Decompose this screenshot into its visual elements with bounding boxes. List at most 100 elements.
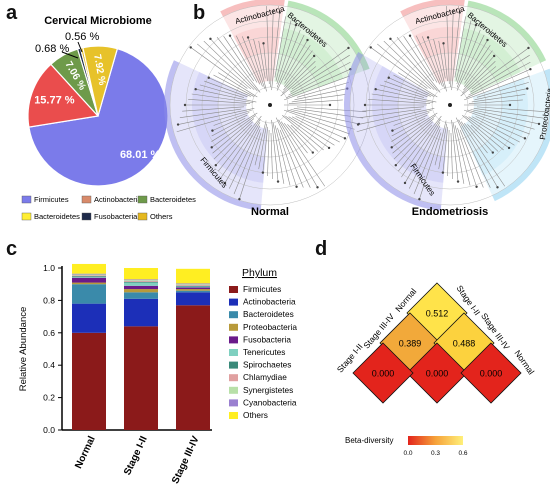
tree-node — [441, 171, 445, 174]
tree-branch — [235, 35, 261, 85]
tree-branch — [395, 124, 433, 166]
tree-branch — [470, 124, 499, 152]
tree-branch — [371, 93, 434, 103]
tree-branch — [401, 118, 441, 178]
legend-label: Firmicutes — [34, 195, 69, 204]
pie-slice-label: 7.92 % — [91, 54, 107, 87]
tree-branch — [427, 37, 446, 89]
tree-branch — [258, 123, 267, 170]
tree-node — [209, 37, 212, 41]
tree-branch — [359, 108, 422, 118]
tree-branch — [462, 61, 496, 94]
tree-branch — [450, 9, 454, 88]
tree-branch — [419, 132, 442, 200]
tree-branch — [271, 12, 281, 91]
tree-title-normal: Normal — [251, 206, 289, 218]
clade-band — [223, 5, 284, 37]
legend-label: Fusobacteria — [94, 212, 138, 221]
tree-node — [356, 123, 360, 126]
legend-label: Tenericutes — [243, 347, 285, 357]
legend-label: Cyanobacteria — [243, 397, 297, 407]
tree-node — [211, 129, 214, 132]
tree-branch — [271, 119, 279, 182]
tree-branch — [362, 106, 425, 112]
tree-root — [268, 103, 272, 107]
colorbar-tick: 0.6 — [458, 450, 467, 457]
tree-branch — [204, 80, 248, 98]
legend-swatch — [229, 298, 238, 306]
tree-branch — [391, 117, 426, 137]
tree-branch — [451, 12, 461, 91]
tree-branch — [393, 112, 430, 126]
tree-node — [529, 68, 532, 71]
tree-branch — [283, 122, 308, 154]
legend-swatch — [229, 336, 238, 344]
tree-branch — [280, 121, 326, 187]
tree-node — [523, 137, 527, 140]
tree-branch — [464, 45, 491, 84]
tree-branch — [270, 132, 273, 179]
legend-swatch — [229, 412, 238, 419]
tree-node — [311, 151, 315, 154]
tree-branch — [199, 84, 245, 98]
tree-node — [214, 163, 218, 167]
tree-branch — [463, 109, 530, 135]
tree-branch — [242, 36, 263, 87]
tree-branch — [224, 122, 261, 184]
pie-legend: Firmicutes Actinobacteria Bacteroidetes Bac… — [21, 195, 196, 221]
y-tick-label: 1.0 — [43, 263, 55, 273]
pie-chart: 68.01 %15.77 %7.06 % 7.92 %0.68 %0.56 % — [27, 31, 169, 187]
tree-branch — [467, 124, 494, 153]
tree-node — [491, 151, 495, 154]
legend-title: Phylum — [242, 267, 277, 279]
tree-branch — [233, 128, 261, 195]
tree-branch — [188, 98, 251, 104]
bar-segment — [72, 284, 106, 304]
tree-node — [262, 42, 265, 45]
y-tick-label: 0.8 — [43, 295, 55, 305]
tree-branch — [391, 112, 438, 142]
panel-letter-d: d — [315, 238, 328, 260]
tree-branch — [473, 108, 544, 119]
pie-slice — [27, 63, 100, 128]
tree-branch — [287, 124, 314, 153]
legend-label: Synergistetes — [243, 385, 293, 395]
tree-node — [246, 36, 250, 39]
tree-node — [442, 42, 445, 45]
tree-branch — [213, 112, 250, 126]
tree-branch — [398, 72, 438, 98]
tree-branch — [462, 115, 504, 151]
tree-node — [183, 103, 187, 107]
tree-branch — [291, 116, 340, 143]
tree-branch — [454, 16, 466, 78]
tree-branch — [393, 74, 435, 97]
y-tick-label: 0.2 — [43, 393, 55, 403]
tree-branch — [463, 122, 488, 154]
panel-letter-c: c — [6, 238, 18, 260]
legend-label: Bacteroidetes — [34, 212, 80, 221]
tree-node — [508, 103, 512, 107]
bar-segment — [176, 268, 210, 284]
bar-segment — [176, 284, 210, 286]
pie-slice-label: 0.56 % — [65, 31, 99, 43]
tree-branch — [468, 99, 523, 104]
tree-node — [189, 46, 192, 49]
tree-branch — [221, 118, 261, 178]
colorbar-tick: 0.3 — [431, 450, 440, 457]
clade-band — [371, 66, 446, 183]
tree-branch — [285, 115, 330, 149]
tree-branch — [296, 82, 349, 98]
tree-branch — [455, 20, 472, 81]
tree-branch — [290, 54, 350, 93]
tree-branch — [370, 47, 428, 89]
tree-branch — [463, 55, 495, 91]
tree-branch — [460, 121, 506, 187]
tree-ring — [349, 4, 550, 206]
bar-segment — [72, 332, 106, 430]
tree-branch — [390, 38, 438, 92]
bar-segment — [124, 285, 158, 290]
tree-branch — [291, 94, 346, 103]
pie-slice — [82, 45, 119, 117]
tree-branch — [476, 106, 547, 113]
